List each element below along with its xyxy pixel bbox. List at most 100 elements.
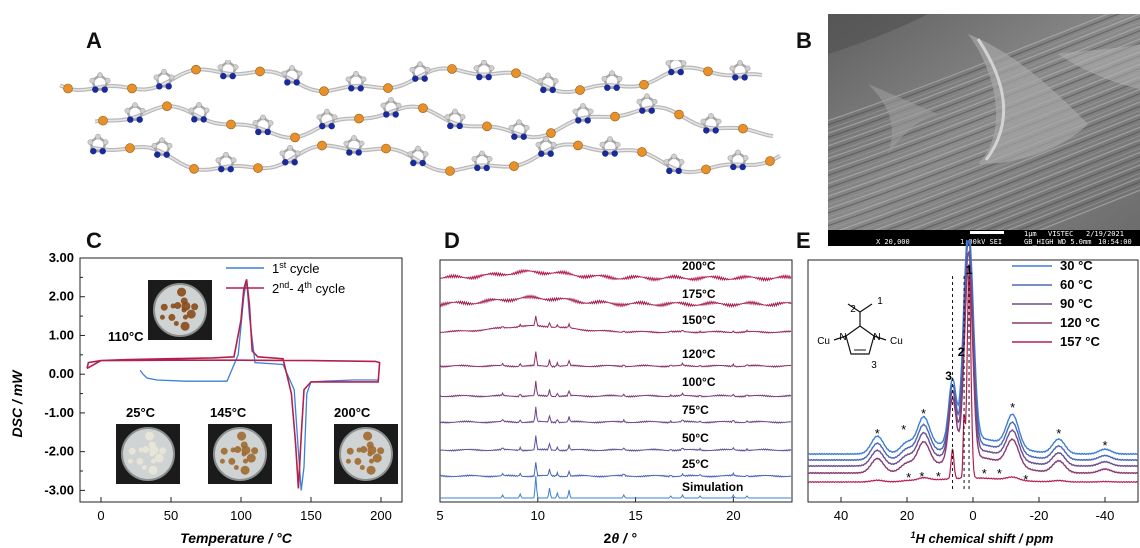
series-label: 50°C xyxy=(682,431,709,445)
x-tick-label: 15 xyxy=(628,508,642,523)
copper-atom xyxy=(511,68,521,78)
series-label: 25°C xyxy=(682,457,709,471)
nitrogen-atom xyxy=(357,85,364,92)
bond xyxy=(833,335,847,341)
sem-fibre xyxy=(828,80,1140,202)
chain-bond-highlight xyxy=(94,105,774,139)
copper-atom xyxy=(255,66,265,77)
sem-institute: VISTEC xyxy=(1048,230,1074,238)
sem-fibre xyxy=(936,151,1140,232)
crystal-structure-image xyxy=(59,60,781,176)
nitrogen-atom xyxy=(456,122,463,130)
copper-atom xyxy=(317,140,327,151)
nitrogen-atom xyxy=(668,68,675,76)
series-label: 175°C xyxy=(682,287,716,301)
copper-atom xyxy=(319,86,329,96)
carbon-atom xyxy=(139,107,146,114)
structure-label: 1 xyxy=(877,296,883,307)
carbon-atom xyxy=(488,65,495,71)
sem-fibre xyxy=(844,118,1140,232)
sideband-marker: * xyxy=(906,470,911,485)
carbon-atom xyxy=(663,159,670,165)
x-tick-label: 20 xyxy=(726,508,740,523)
crystal-particle xyxy=(186,309,196,319)
nitrogen-atom xyxy=(677,68,684,76)
nitrogen-atom xyxy=(156,83,163,90)
pxrd-series xyxy=(439,315,792,334)
nitrogen-atom xyxy=(92,86,99,93)
nitrogen-atom xyxy=(547,150,554,157)
carbon-atom xyxy=(230,157,237,164)
sem-fibre xyxy=(828,14,1110,122)
carbon-atom xyxy=(471,156,478,162)
carbon-atom xyxy=(89,77,96,84)
carbon-atom xyxy=(343,140,350,147)
sem-fibre xyxy=(828,17,1140,139)
petri-dish xyxy=(339,427,393,481)
nitrogen-atom xyxy=(191,116,198,123)
sem-scale-text: 1μm xyxy=(1024,230,1037,238)
nitrogen-atom xyxy=(732,74,739,81)
carbon-atom xyxy=(232,64,239,70)
copper-atom xyxy=(637,147,647,157)
carbon-atom xyxy=(665,60,672,66)
sem-fibre xyxy=(947,155,1140,232)
y-tick-label: 2.00 xyxy=(49,289,74,304)
nitrogen-atom xyxy=(584,117,591,124)
carbon-atom xyxy=(729,65,736,72)
polymer-chain xyxy=(59,60,763,96)
crystal-particle xyxy=(240,441,248,449)
series-label: 75°C xyxy=(682,403,709,417)
crystal-particle xyxy=(180,297,188,305)
sem-ridge xyxy=(968,34,1088,164)
carbon-atom xyxy=(104,77,111,84)
nitrogen-atom xyxy=(675,167,682,175)
nitrogen-atom xyxy=(284,79,291,86)
carbon-atom xyxy=(671,153,677,160)
y-tick-label: 0.00 xyxy=(49,366,74,381)
carbon-atom xyxy=(572,108,579,115)
pxrd-series xyxy=(439,294,792,308)
carbon-atom xyxy=(215,157,222,164)
series-label: 150°C xyxy=(682,313,716,327)
sem-fibre xyxy=(828,14,1121,126)
carbon-atom xyxy=(417,61,423,67)
copper-atom xyxy=(189,164,199,174)
sideband-marker: * xyxy=(1010,400,1015,415)
carbon-atom xyxy=(281,70,288,77)
sem-fibre xyxy=(990,172,1140,232)
crystal-particle xyxy=(377,447,385,455)
legend-label: 60 °C xyxy=(1060,277,1093,292)
carbon-atom xyxy=(358,140,365,147)
x-tick-label: -40 xyxy=(1096,508,1115,523)
copper-atom xyxy=(418,103,428,113)
panel-label-a: A xyxy=(86,28,102,53)
copper-atom xyxy=(191,64,201,75)
panel-label-b: B xyxy=(796,28,812,53)
x-tick-label: 5 xyxy=(436,508,443,523)
legend-1st-cycle: 1st cycle xyxy=(272,260,319,276)
carbon-atom xyxy=(289,65,295,71)
x-axis-label: Temperature / °C xyxy=(180,530,293,546)
series-label: 100°C xyxy=(682,375,716,389)
carbon-atom xyxy=(523,124,530,131)
crystal-particle xyxy=(242,458,248,464)
nitrogen-atom xyxy=(703,127,710,134)
copper-atom xyxy=(226,119,236,130)
crystal-particle xyxy=(148,441,156,449)
sem-fibre xyxy=(1033,189,1140,232)
crystal-particle xyxy=(246,453,256,463)
copper-atom xyxy=(127,83,137,94)
carbon-atom xyxy=(607,136,613,142)
carbon-atom xyxy=(345,76,352,83)
series-label: 120°C xyxy=(682,347,716,361)
nitrogen-atom xyxy=(604,84,611,91)
nitrogen-atom xyxy=(99,147,106,155)
carbon-atom xyxy=(203,107,210,114)
carbon-atom xyxy=(552,78,559,84)
sem-fibre xyxy=(828,67,1140,189)
carbon-atom xyxy=(153,74,160,81)
pxrd-chart: 5 10 15 20 200°C 175°C 150°C 120°C 100°C 75°C 50°… xyxy=(436,259,793,546)
structure-label: Cu xyxy=(890,336,903,347)
sample-photo: 110°C xyxy=(108,280,212,344)
